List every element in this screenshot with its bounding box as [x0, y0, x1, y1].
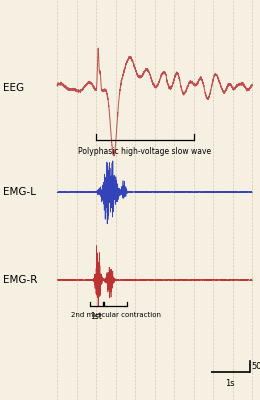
- Text: 2nd muscular contraction: 2nd muscular contraction: [71, 312, 161, 318]
- Text: Polyphasic high-voltage slow wave: Polyphasic high-voltage slow wave: [78, 147, 212, 156]
- Text: EMG-L: EMG-L: [3, 187, 36, 197]
- Text: 1st: 1st: [91, 312, 102, 322]
- Text: EMG-R: EMG-R: [3, 275, 37, 285]
- Text: 1s: 1s: [225, 379, 235, 388]
- Text: 50μV: 50μV: [252, 362, 260, 371]
- Text: EEG: EEG: [3, 83, 24, 93]
